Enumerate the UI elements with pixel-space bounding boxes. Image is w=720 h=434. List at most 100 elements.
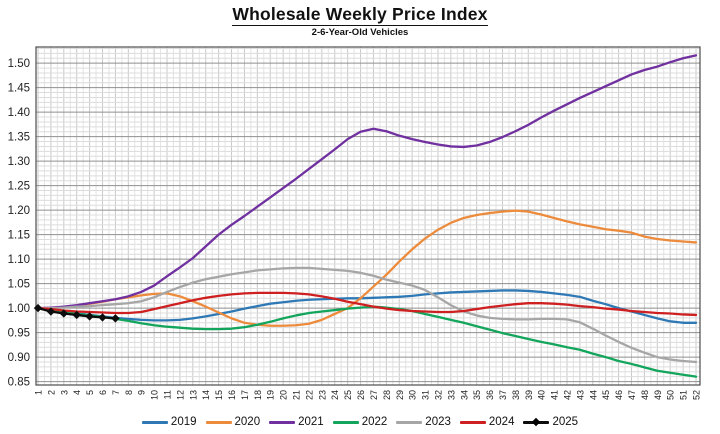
legend-item-2019: 2019 xyxy=(141,416,197,428)
y-tick-label: 1.00 xyxy=(8,303,30,315)
legend-label: 2025 xyxy=(552,416,579,428)
x-tick-label: 31 xyxy=(421,390,431,400)
legend-label: 2022 xyxy=(361,416,388,428)
x-tick-label: 16 xyxy=(227,390,237,400)
legend-label: 2023 xyxy=(425,416,451,428)
y-tick-label: 1.35 xyxy=(8,132,30,144)
marker-diamond-2025 xyxy=(72,310,81,320)
y-tick-label: 1.50 xyxy=(8,58,30,70)
x-tick-label: 43 xyxy=(575,390,585,400)
chart-subtitle: 2-6-Year-Old Vehicles xyxy=(311,27,409,39)
series-line-2021 xyxy=(36,54,698,310)
y-tick-label: 1.30 xyxy=(8,156,30,168)
x-tick-label: 5 xyxy=(85,390,95,395)
x-tick-label: 24 xyxy=(330,390,340,400)
x-tick-label: 17 xyxy=(240,390,250,400)
marker-diamond-2025 xyxy=(85,312,94,321)
x-tick-label: 30 xyxy=(408,390,418,400)
y-tick-label: 1.10 xyxy=(8,254,30,266)
x-tick-label: 41 xyxy=(550,390,560,400)
gridlines-horizontal xyxy=(36,47,700,383)
x-tick-label: 32 xyxy=(433,390,443,400)
x-tick-label: 19 xyxy=(266,390,276,400)
x-tick-label: 18 xyxy=(253,390,263,400)
x-tick-label: 50 xyxy=(666,390,676,400)
marker-diamond-2025 xyxy=(59,309,69,318)
legend-swatch-2022 xyxy=(332,420,359,424)
x-tick-label: 33 xyxy=(446,390,456,400)
x-tick-label: 38 xyxy=(511,390,521,400)
x-tick-label: 4 xyxy=(72,390,82,395)
y-tick-label: 0.95 xyxy=(8,328,30,340)
marker-diamond-2025 xyxy=(98,313,107,322)
series-line-2023 xyxy=(36,266,698,364)
marker-diamond-2025 xyxy=(111,314,120,323)
x-tick-label: 27 xyxy=(369,390,379,400)
series-line-2019 xyxy=(36,289,698,324)
marker-diamond-2025 xyxy=(46,307,56,316)
x-tick-label: 22 xyxy=(304,390,314,400)
x-tick-label: 15 xyxy=(214,390,224,400)
legend-swatch-2025 xyxy=(523,417,550,427)
y-tick-label: 1.20 xyxy=(8,205,30,217)
x-tick-label: 2 xyxy=(46,390,56,395)
x-tick-label: 28 xyxy=(382,390,392,400)
x-tick-label: 51 xyxy=(679,390,689,400)
plot-border xyxy=(35,46,701,386)
chart-title: Wholesale Weekly Price Index xyxy=(232,4,488,27)
legend-swatch-2024 xyxy=(459,420,486,424)
x-tick-label: 9 xyxy=(137,390,147,395)
y-tick-label: 1.45 xyxy=(8,83,30,95)
y-tick-label: 1.40 xyxy=(8,107,30,119)
legend-swatch-2021 xyxy=(269,420,296,424)
legend-diamond-icon xyxy=(532,417,541,427)
x-tick-label: 6 xyxy=(98,390,108,395)
x-tick-label: 20 xyxy=(279,390,289,400)
x-tick-label: 36 xyxy=(485,390,495,400)
x-tick-label: 11 xyxy=(163,390,173,399)
y-tick-label: 1.05 xyxy=(8,279,30,291)
marker-diamond-2025 xyxy=(33,303,43,313)
x-tick-label: 14 xyxy=(201,390,211,400)
legend-swatch-2020 xyxy=(205,420,232,424)
x-tick-label: 37 xyxy=(498,390,508,400)
x-tick-label: 29 xyxy=(395,390,405,400)
x-tick-label: 1 xyxy=(34,390,44,395)
legend-item-2025: 2025 xyxy=(523,416,578,428)
title-block: Wholesale Weekly Price Index 2-6-Year-Ol… xyxy=(0,4,720,39)
x-tick-label: 3 xyxy=(59,390,69,395)
legend-item-2020: 2020 xyxy=(205,416,260,428)
x-tick-label: 35 xyxy=(472,390,482,400)
x-axis-labels: 1 2 3 4 5 6 7 8 9 10 11 12 13 14 15 16 17 18 19 20 21 22 23 24 2… xyxy=(34,390,702,400)
x-tick-label: 7 xyxy=(111,390,121,395)
x-tick-label: 21 xyxy=(292,390,302,400)
chart-legend: 2019 2020 2021 2022 2023 2024 2025 xyxy=(0,416,720,428)
x-tick-label: 40 xyxy=(537,390,547,400)
series-lines xyxy=(33,54,698,378)
x-tick-label: 13 xyxy=(188,390,198,400)
legend-label: 2019 xyxy=(170,416,197,428)
x-tick-label: 34 xyxy=(459,390,469,400)
x-tick-label: 44 xyxy=(588,390,598,400)
x-tick-label: 26 xyxy=(356,390,366,400)
legend-item-2024: 2024 xyxy=(459,416,514,428)
x-tick-label: 48 xyxy=(640,390,650,400)
x-tick-label: 12 xyxy=(175,390,185,400)
series-line-2024 xyxy=(36,291,698,317)
x-tick-label: 42 xyxy=(562,390,572,400)
x-tick-label: 46 xyxy=(614,390,624,400)
legend-swatch-2019 xyxy=(141,420,168,424)
legend-label: 2021 xyxy=(298,416,324,428)
x-tick-label: 10 xyxy=(150,390,160,400)
y-tick-label: 0.85 xyxy=(8,377,30,389)
legend-item-2021: 2021 xyxy=(269,416,324,428)
x-tick-label: 47 xyxy=(627,390,637,400)
x-tick-label: 52 xyxy=(692,390,702,400)
y-axis-labels: 0.85 0.90 0.95 1.00 1.05 1.10 1.15 1.20 1.25 1.30… xyxy=(8,58,30,388)
legend-item-2022: 2022 xyxy=(332,416,388,428)
series-line-2020 xyxy=(36,209,698,327)
x-tick-label: 39 xyxy=(524,390,534,400)
x-tick-label: 45 xyxy=(601,390,611,400)
